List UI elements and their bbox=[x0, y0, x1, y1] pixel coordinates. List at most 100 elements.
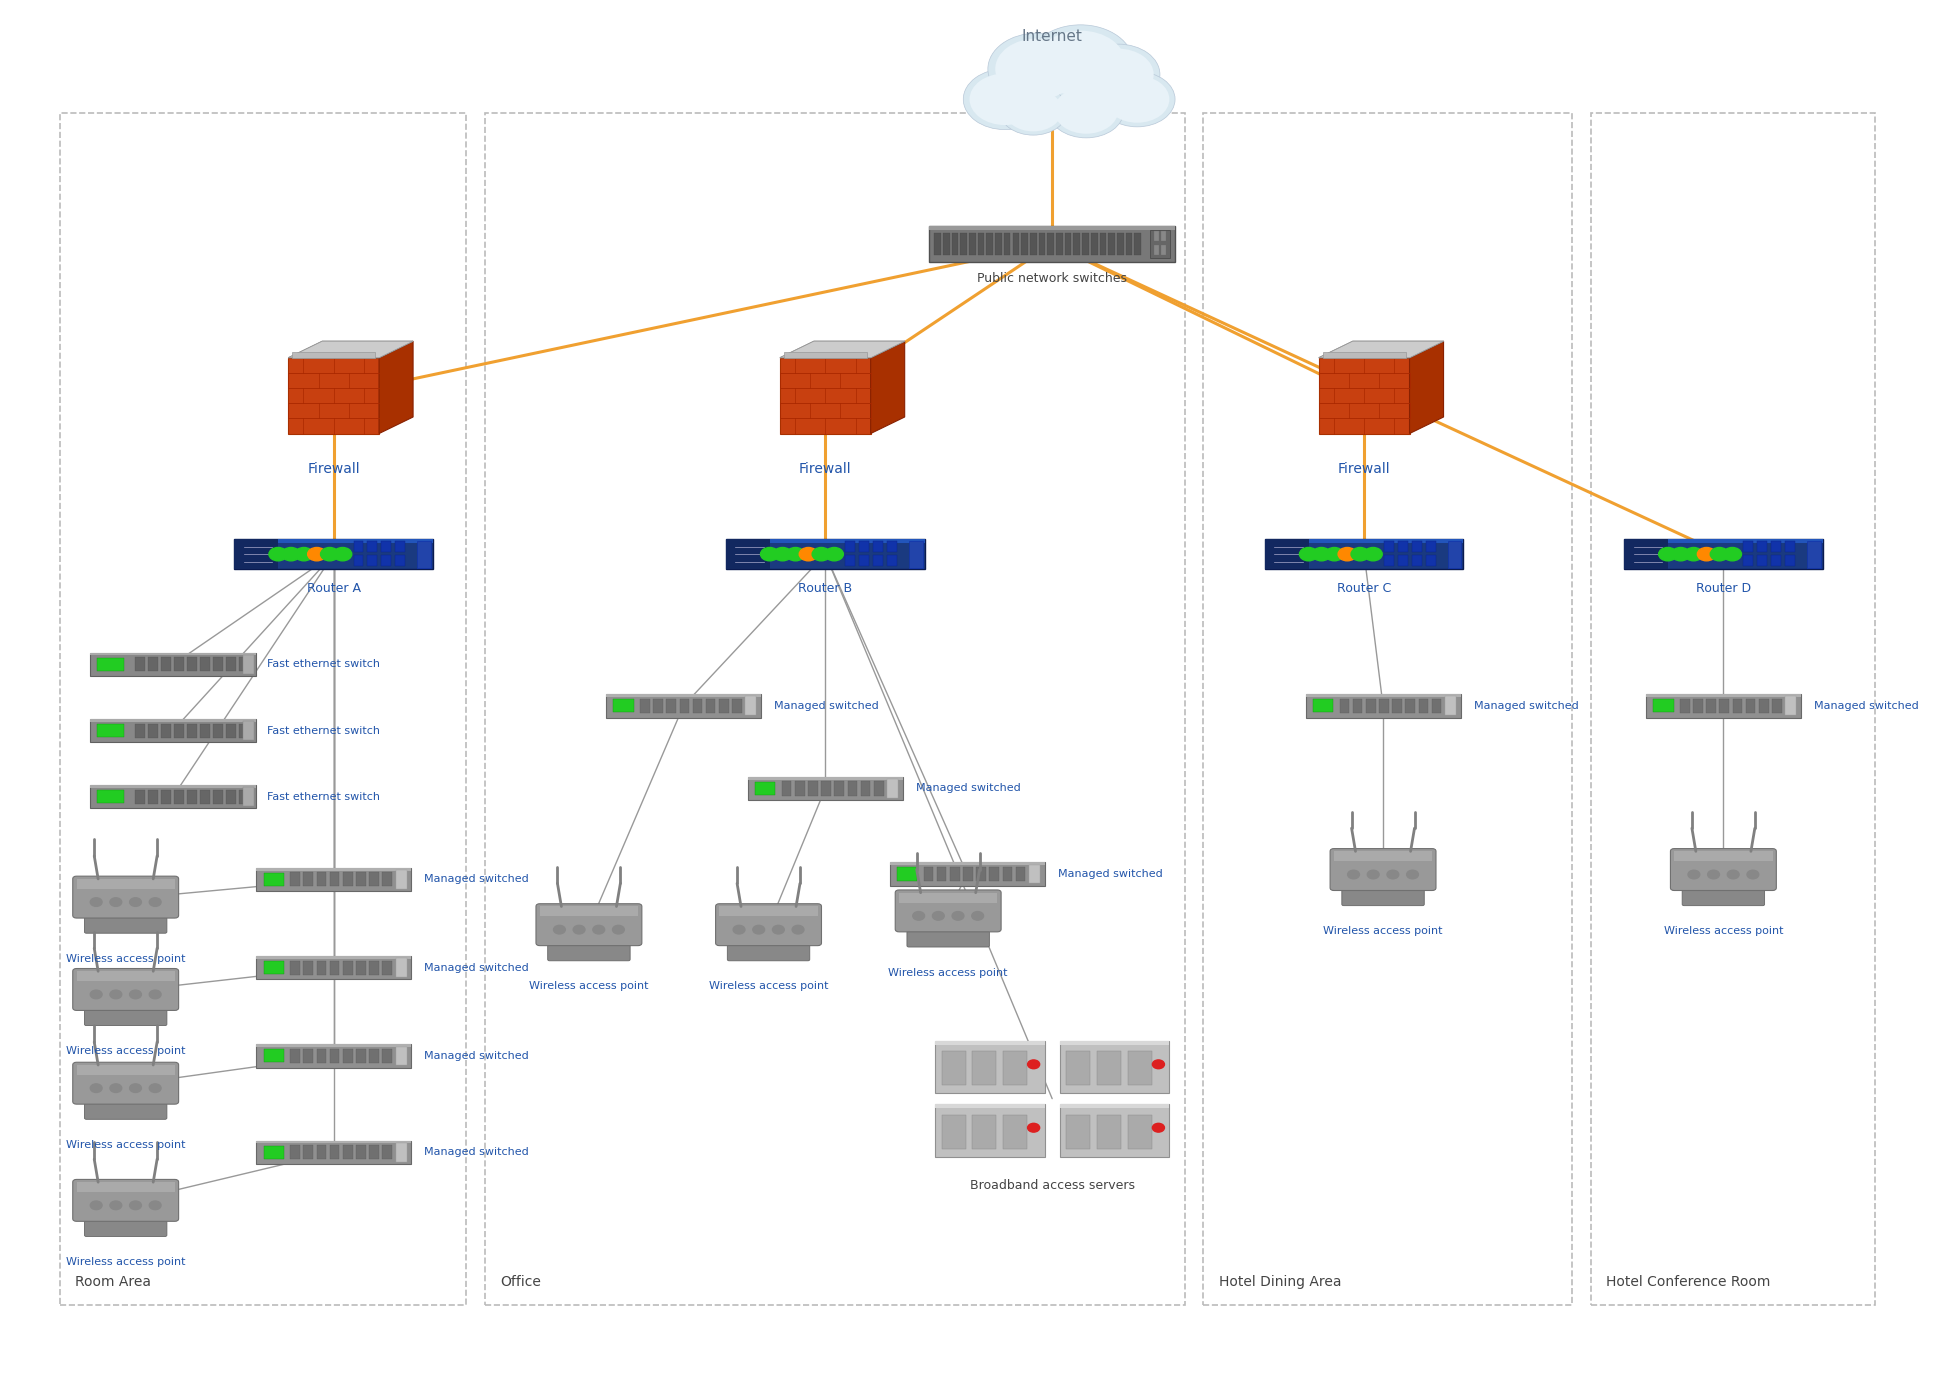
Circle shape bbox=[1684, 548, 1704, 561]
FancyBboxPatch shape bbox=[715, 904, 822, 945]
FancyBboxPatch shape bbox=[899, 893, 998, 902]
FancyBboxPatch shape bbox=[1060, 1041, 1169, 1093]
Circle shape bbox=[612, 926, 624, 934]
FancyBboxPatch shape bbox=[994, 234, 1002, 255]
Circle shape bbox=[149, 990, 161, 999]
Circle shape bbox=[110, 990, 122, 999]
FancyBboxPatch shape bbox=[370, 1049, 378, 1063]
Circle shape bbox=[752, 926, 766, 934]
Text: Wireless access point: Wireless access point bbox=[66, 1140, 186, 1150]
Polygon shape bbox=[1318, 357, 1409, 433]
FancyBboxPatch shape bbox=[1004, 1114, 1027, 1149]
Text: Router D: Router D bbox=[1696, 581, 1750, 595]
FancyBboxPatch shape bbox=[97, 790, 124, 803]
FancyBboxPatch shape bbox=[942, 1052, 965, 1085]
Circle shape bbox=[969, 73, 1041, 125]
FancyBboxPatch shape bbox=[1322, 352, 1405, 357]
FancyBboxPatch shape bbox=[733, 699, 742, 713]
Circle shape bbox=[773, 548, 793, 561]
FancyBboxPatch shape bbox=[242, 787, 254, 805]
Text: Managed switched: Managed switched bbox=[1473, 700, 1579, 711]
FancyBboxPatch shape bbox=[1446, 696, 1455, 716]
Circle shape bbox=[110, 1084, 122, 1092]
FancyBboxPatch shape bbox=[343, 1049, 353, 1063]
FancyBboxPatch shape bbox=[291, 960, 300, 974]
FancyBboxPatch shape bbox=[188, 790, 196, 804]
FancyBboxPatch shape bbox=[872, 555, 884, 566]
Text: Wireless access point: Wireless access point bbox=[709, 981, 828, 991]
FancyBboxPatch shape bbox=[1758, 555, 1767, 566]
FancyBboxPatch shape bbox=[1099, 234, 1107, 255]
FancyBboxPatch shape bbox=[256, 868, 411, 891]
FancyBboxPatch shape bbox=[705, 699, 715, 713]
FancyBboxPatch shape bbox=[1771, 555, 1781, 566]
FancyBboxPatch shape bbox=[1645, 693, 1800, 696]
Circle shape bbox=[932, 912, 944, 920]
FancyBboxPatch shape bbox=[934, 1041, 1045, 1045]
FancyBboxPatch shape bbox=[756, 782, 775, 794]
FancyBboxPatch shape bbox=[847, 782, 857, 796]
FancyBboxPatch shape bbox=[1391, 699, 1401, 713]
Circle shape bbox=[91, 1084, 103, 1092]
Text: Wireless access point: Wireless access point bbox=[1663, 926, 1783, 937]
Text: Managed switched: Managed switched bbox=[1058, 869, 1163, 879]
FancyBboxPatch shape bbox=[293, 352, 376, 357]
FancyBboxPatch shape bbox=[74, 876, 178, 918]
Circle shape bbox=[971, 912, 985, 920]
Text: Managed switched: Managed switched bbox=[917, 783, 1021, 793]
Text: Router B: Router B bbox=[798, 581, 853, 595]
FancyBboxPatch shape bbox=[85, 918, 167, 933]
Circle shape bbox=[1347, 871, 1359, 879]
Circle shape bbox=[913, 912, 924, 920]
FancyBboxPatch shape bbox=[973, 1052, 996, 1085]
Text: Office: Office bbox=[500, 1275, 541, 1289]
Circle shape bbox=[1337, 548, 1357, 561]
Circle shape bbox=[149, 1201, 161, 1210]
FancyBboxPatch shape bbox=[213, 724, 223, 738]
Circle shape bbox=[952, 912, 963, 920]
FancyBboxPatch shape bbox=[353, 555, 364, 566]
Circle shape bbox=[963, 69, 1047, 130]
Text: Firewall: Firewall bbox=[1337, 462, 1390, 476]
Polygon shape bbox=[779, 342, 905, 357]
FancyBboxPatch shape bbox=[1333, 851, 1432, 861]
FancyBboxPatch shape bbox=[227, 724, 236, 738]
FancyBboxPatch shape bbox=[417, 541, 430, 567]
FancyBboxPatch shape bbox=[1674, 851, 1773, 861]
Text: Broadband access servers: Broadband access servers bbox=[969, 1179, 1134, 1192]
FancyBboxPatch shape bbox=[291, 1049, 300, 1063]
FancyBboxPatch shape bbox=[845, 555, 855, 566]
Circle shape bbox=[1035, 30, 1126, 97]
FancyBboxPatch shape bbox=[977, 234, 985, 255]
FancyBboxPatch shape bbox=[890, 862, 1045, 865]
Text: Firewall: Firewall bbox=[798, 462, 851, 476]
FancyBboxPatch shape bbox=[986, 234, 992, 255]
FancyBboxPatch shape bbox=[680, 699, 690, 713]
FancyBboxPatch shape bbox=[242, 655, 254, 674]
FancyBboxPatch shape bbox=[1353, 699, 1362, 713]
FancyBboxPatch shape bbox=[256, 956, 411, 959]
Text: Managed switched: Managed switched bbox=[424, 875, 529, 884]
FancyBboxPatch shape bbox=[859, 541, 868, 552]
FancyBboxPatch shape bbox=[264, 1049, 283, 1063]
Circle shape bbox=[1000, 86, 1068, 136]
Text: Wireless access point: Wireless access point bbox=[888, 967, 1008, 977]
FancyBboxPatch shape bbox=[541, 907, 638, 916]
Text: Managed switched: Managed switched bbox=[424, 1050, 529, 1062]
FancyBboxPatch shape bbox=[1426, 555, 1436, 566]
FancyBboxPatch shape bbox=[990, 866, 1000, 882]
Text: Managed switched: Managed switched bbox=[424, 1147, 529, 1157]
FancyBboxPatch shape bbox=[1004, 234, 1010, 255]
FancyBboxPatch shape bbox=[1405, 699, 1415, 713]
FancyBboxPatch shape bbox=[783, 352, 866, 357]
FancyBboxPatch shape bbox=[89, 718, 256, 742]
FancyBboxPatch shape bbox=[256, 868, 411, 871]
Circle shape bbox=[130, 1084, 141, 1092]
FancyBboxPatch shape bbox=[1671, 848, 1777, 890]
Circle shape bbox=[760, 548, 779, 561]
FancyBboxPatch shape bbox=[897, 868, 917, 880]
Circle shape bbox=[1027, 1124, 1039, 1132]
FancyBboxPatch shape bbox=[928, 226, 1174, 230]
Circle shape bbox=[149, 898, 161, 907]
FancyBboxPatch shape bbox=[1151, 230, 1171, 259]
